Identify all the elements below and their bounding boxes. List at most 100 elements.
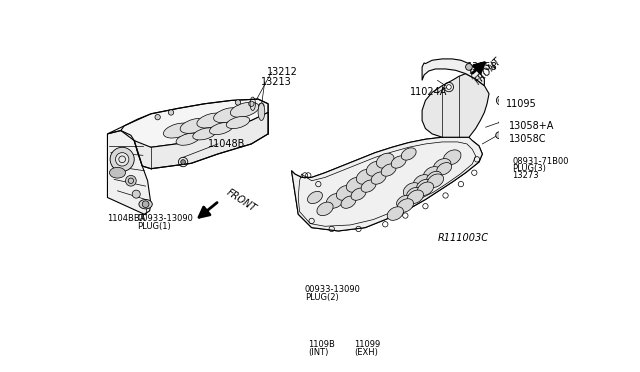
Circle shape	[496, 132, 502, 139]
Circle shape	[318, 325, 332, 338]
Polygon shape	[422, 59, 484, 86]
Polygon shape	[422, 74, 489, 137]
Text: 00933-13090: 00933-13090	[138, 214, 193, 223]
Text: PLUG(2): PLUG(2)	[305, 292, 339, 302]
Ellipse shape	[406, 187, 422, 200]
Ellipse shape	[214, 108, 243, 123]
Ellipse shape	[436, 163, 452, 175]
Text: 11095: 11095	[506, 99, 536, 109]
Text: 13058C: 13058C	[509, 134, 547, 144]
Text: 11099: 11099	[354, 340, 380, 349]
Circle shape	[499, 98, 504, 103]
Circle shape	[249, 101, 254, 106]
Circle shape	[110, 147, 134, 171]
Circle shape	[180, 160, 186, 164]
Circle shape	[499, 119, 506, 126]
Ellipse shape	[308, 191, 323, 203]
Ellipse shape	[327, 296, 343, 307]
Polygon shape	[292, 137, 483, 231]
Ellipse shape	[163, 123, 192, 138]
Ellipse shape	[317, 202, 333, 216]
Ellipse shape	[428, 174, 444, 187]
Ellipse shape	[180, 118, 209, 134]
Circle shape	[132, 190, 140, 198]
Ellipse shape	[381, 164, 396, 176]
Circle shape	[115, 153, 129, 166]
Text: (EXH): (EXH)	[354, 348, 378, 357]
Ellipse shape	[337, 185, 354, 200]
Ellipse shape	[109, 167, 125, 178]
Circle shape	[259, 103, 264, 109]
Circle shape	[497, 96, 506, 105]
Text: 11024A: 11024A	[410, 87, 447, 97]
Text: PLUG(1): PLUG(1)	[138, 222, 172, 231]
Ellipse shape	[391, 156, 406, 168]
Ellipse shape	[361, 180, 376, 192]
Circle shape	[502, 168, 507, 173]
Circle shape	[125, 176, 136, 186]
Ellipse shape	[341, 196, 356, 208]
Ellipse shape	[346, 177, 364, 192]
Ellipse shape	[367, 161, 384, 176]
Text: 13058+A: 13058+A	[509, 121, 554, 131]
Circle shape	[168, 110, 173, 115]
Text: PLUG(3): PLUG(3)	[513, 164, 547, 173]
Circle shape	[236, 100, 241, 105]
Ellipse shape	[397, 195, 412, 208]
Circle shape	[500, 156, 509, 166]
Ellipse shape	[209, 122, 233, 135]
Ellipse shape	[258, 103, 265, 121]
Text: 1104BBA: 1104BBA	[108, 214, 146, 223]
Ellipse shape	[407, 190, 424, 203]
Ellipse shape	[356, 169, 374, 184]
Ellipse shape	[403, 183, 421, 198]
Circle shape	[344, 327, 353, 336]
Polygon shape	[292, 137, 483, 231]
Text: 13212: 13212	[268, 67, 298, 77]
Polygon shape	[108, 131, 151, 214]
Text: 08931-71B00: 08931-71B00	[513, 157, 569, 166]
Text: 00933-13090: 00933-13090	[305, 285, 361, 294]
Ellipse shape	[427, 171, 442, 183]
Polygon shape	[121, 99, 268, 147]
Ellipse shape	[417, 179, 431, 192]
Ellipse shape	[176, 133, 200, 145]
Ellipse shape	[371, 172, 386, 184]
Ellipse shape	[423, 167, 441, 182]
Ellipse shape	[444, 150, 461, 165]
Text: FRONT: FRONT	[225, 187, 258, 214]
Text: 11048B: 11048B	[208, 139, 245, 149]
Ellipse shape	[351, 188, 366, 200]
Text: 13213: 13213	[261, 77, 292, 87]
Circle shape	[142, 201, 149, 208]
Ellipse shape	[417, 182, 433, 196]
Circle shape	[346, 329, 351, 333]
Ellipse shape	[376, 153, 394, 168]
Text: R111003C: R111003C	[438, 233, 488, 243]
Circle shape	[342, 325, 355, 338]
Ellipse shape	[413, 174, 431, 190]
Polygon shape	[134, 112, 268, 169]
Ellipse shape	[193, 128, 216, 140]
Ellipse shape	[230, 102, 259, 117]
Text: 1109B: 1109B	[308, 340, 335, 349]
Circle shape	[466, 64, 472, 70]
Circle shape	[332, 298, 339, 305]
Circle shape	[502, 159, 506, 163]
Text: FRONT: FRONT	[473, 55, 504, 86]
Ellipse shape	[433, 158, 451, 173]
Text: (INT): (INT)	[308, 348, 329, 357]
Circle shape	[321, 327, 329, 336]
Text: 13058: 13058	[467, 62, 498, 71]
Ellipse shape	[139, 199, 152, 209]
Circle shape	[155, 115, 161, 120]
Ellipse shape	[401, 148, 416, 160]
Ellipse shape	[227, 116, 250, 129]
Circle shape	[323, 329, 327, 333]
Text: 13273: 13273	[513, 171, 539, 180]
Ellipse shape	[197, 113, 225, 128]
Ellipse shape	[326, 193, 344, 208]
Ellipse shape	[387, 207, 403, 220]
Circle shape	[447, 85, 451, 89]
Ellipse shape	[397, 199, 413, 212]
